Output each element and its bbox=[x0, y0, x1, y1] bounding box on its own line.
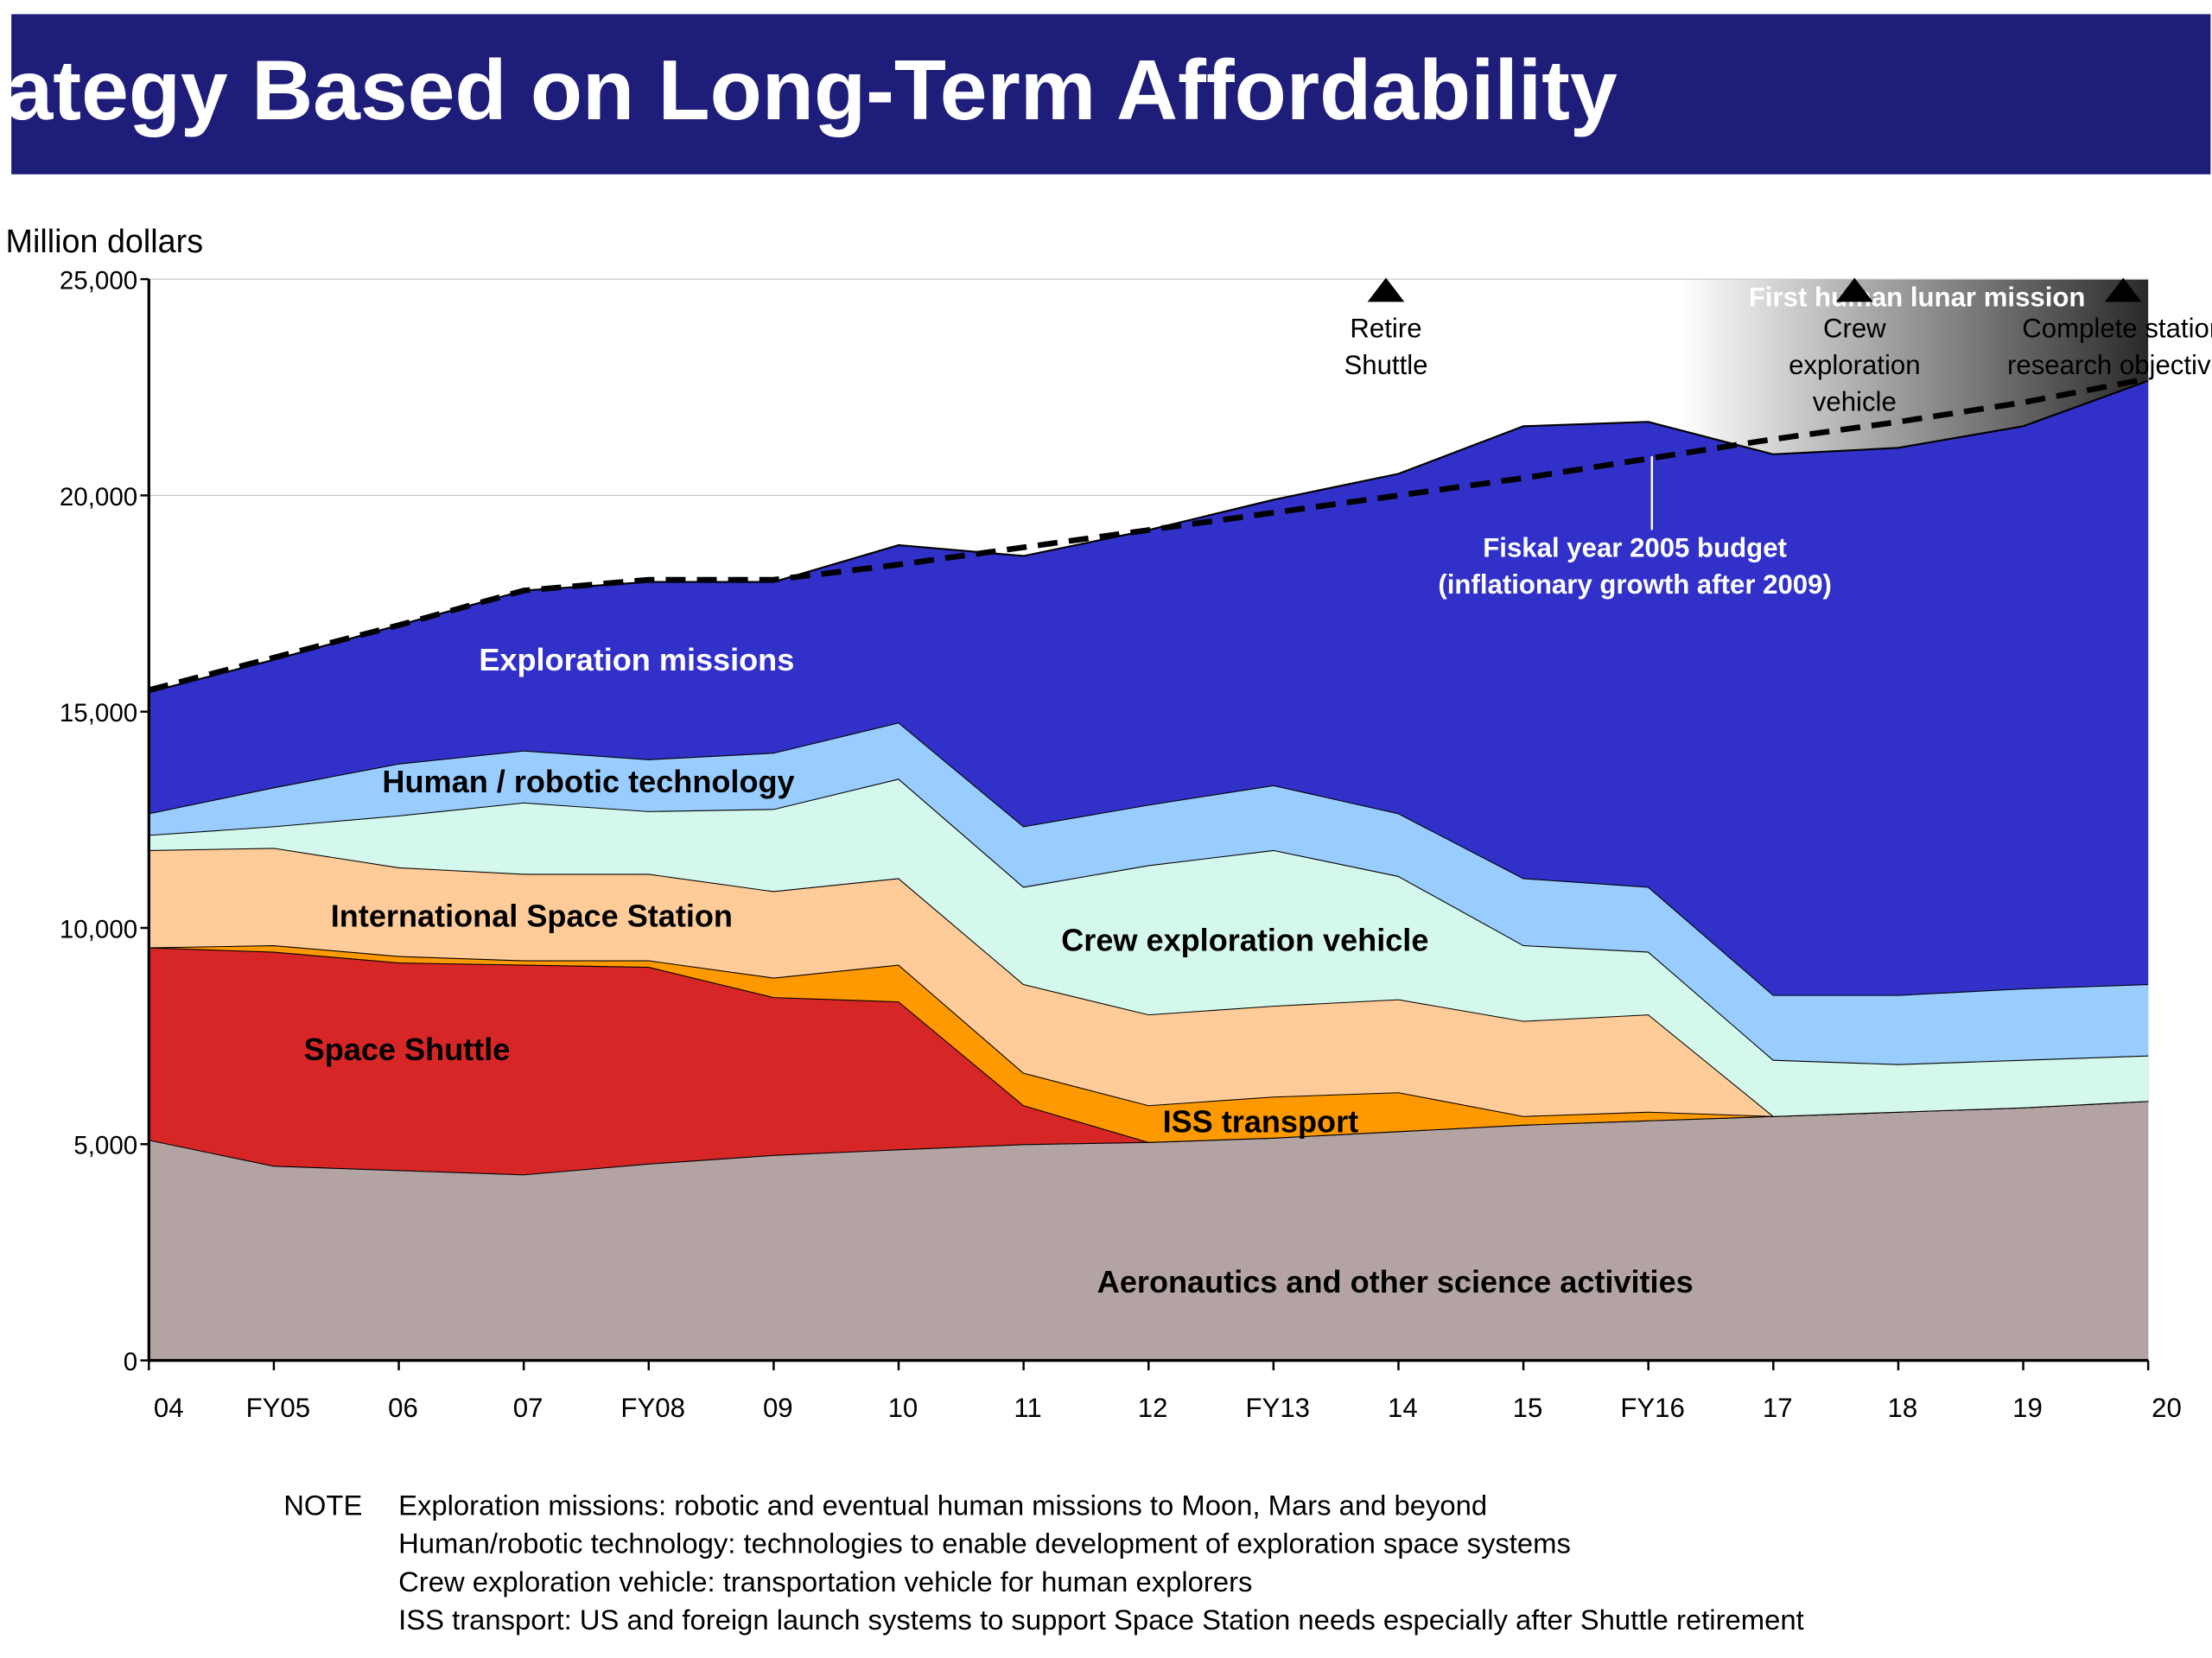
note-line: Crew exploration vehicle: transportation… bbox=[398, 1566, 1252, 1598]
milestone-label: Retire bbox=[1350, 313, 1421, 343]
note-prefix: NOTE bbox=[283, 1489, 362, 1521]
label-shuttle: Space Shuttle bbox=[304, 1032, 511, 1067]
milestone-label: Shuttle bbox=[1344, 350, 1427, 380]
label-cev: Crew exploration vehicle bbox=[1061, 923, 1428, 958]
y-axis-label: Million dollars bbox=[6, 223, 204, 259]
milestone-label: Complete station bbox=[2022, 313, 2212, 343]
note-line: Human/robotic technology: technologies t… bbox=[398, 1528, 1571, 1560]
x-tick-label: 15 bbox=[1513, 1393, 1543, 1423]
x-tick-label: 07 bbox=[513, 1393, 543, 1423]
y-tick-label: 5,000 bbox=[73, 1132, 137, 1160]
x-tick-label: 14 bbox=[1388, 1393, 1418, 1423]
y-tick-label: 25,000 bbox=[60, 267, 137, 295]
note-line: ISS transport: US and foreign launch sys… bbox=[398, 1604, 1804, 1636]
milestone-label: Crew bbox=[1823, 313, 1886, 343]
area-cev bbox=[149, 778, 2149, 1116]
x-tick-label: 09 bbox=[763, 1393, 793, 1423]
area-aeronautics bbox=[149, 1101, 2149, 1361]
budget-label-line1: Fiskal year 2005 budget bbox=[1483, 533, 1787, 563]
budget-line bbox=[148, 376, 2149, 693]
x-tick-label: 20 bbox=[2152, 1393, 2182, 1423]
milestone-triangle-icon bbox=[1835, 277, 1873, 302]
y-tick-label: 0 bbox=[124, 1348, 137, 1376]
lunar-mission-label: First human lunar mission bbox=[1749, 282, 2086, 312]
x-tick-label: 10 bbox=[888, 1393, 918, 1423]
x-tick-label: 06 bbox=[388, 1393, 418, 1423]
label-exploration: Exploration missions bbox=[479, 642, 794, 677]
x-tick-label: 12 bbox=[1138, 1393, 1168, 1423]
area-exploration bbox=[149, 380, 2149, 995]
x-tick-label: FY05 bbox=[246, 1393, 310, 1423]
x-tick-label: 18 bbox=[1888, 1393, 1918, 1423]
x-tick-label: FY16 bbox=[1620, 1393, 1684, 1423]
y-tick-label: 10,000 bbox=[60, 915, 137, 943]
x-tick-label: 17 bbox=[1763, 1393, 1793, 1423]
budget-label-line2: (inflationary growth after 2009) bbox=[1438, 569, 1831, 600]
page-title: ategy Based on Long-Term Affordability bbox=[6, 42, 1618, 137]
milestone-label: research objectives bbox=[2007, 350, 2212, 380]
y-tick-label: 15,000 bbox=[60, 699, 137, 727]
x-tick-label: 11 bbox=[1014, 1393, 1041, 1423]
milestone-triangle-icon bbox=[2104, 277, 2142, 302]
milestone-label: vehicle bbox=[1813, 387, 1897, 417]
label-iss-transport: ISS transport bbox=[1163, 1104, 1359, 1140]
x-tick-label: 19 bbox=[2012, 1393, 2043, 1423]
label-technology: Human / robotic technology bbox=[382, 764, 794, 799]
area-iss bbox=[149, 848, 2149, 1116]
x-tick-label: 04 bbox=[154, 1393, 184, 1423]
y-tick-label: 20,000 bbox=[60, 483, 137, 511]
label-aeronautics: Aeronautics and other science activities bbox=[1097, 1264, 1694, 1299]
area-technology bbox=[149, 722, 2149, 1064]
area-shuttle bbox=[149, 947, 2149, 1175]
milestone-triangle-icon bbox=[1367, 277, 1405, 302]
x-tick-label: FY13 bbox=[1246, 1393, 1310, 1423]
milestone-label: exploration bbox=[1789, 350, 1920, 380]
note-line: Exploration missions: robotic and eventu… bbox=[398, 1489, 1487, 1521]
header-bar bbox=[11, 14, 2211, 175]
label-iss: International Space Station bbox=[331, 899, 733, 934]
x-tick-label: FY08 bbox=[620, 1393, 684, 1423]
